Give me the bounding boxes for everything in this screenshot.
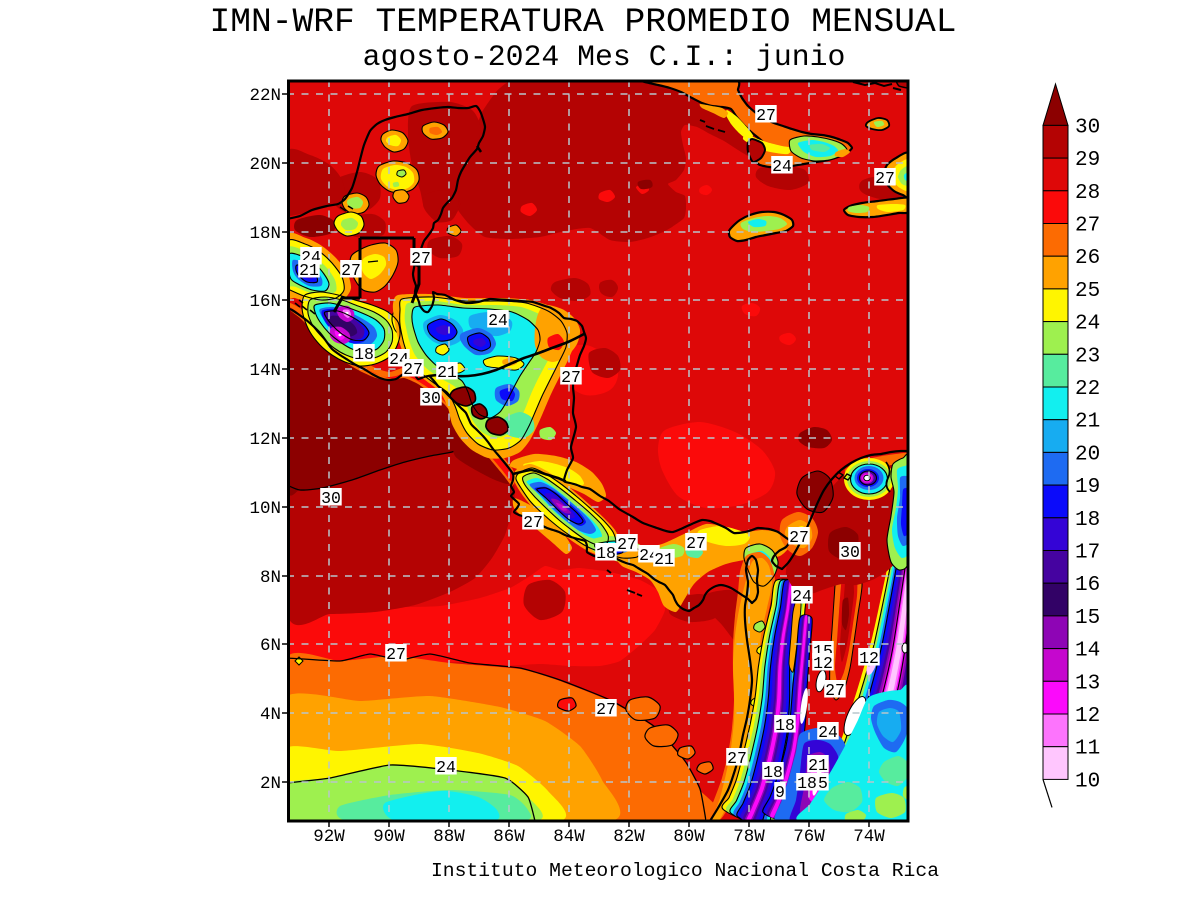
svg-text:27: 27	[561, 368, 581, 387]
svg-text:21: 21	[299, 261, 319, 280]
svg-text:27: 27	[686, 534, 706, 553]
svg-text:30: 30	[840, 543, 860, 562]
svg-text:21: 21	[437, 363, 457, 382]
svg-text:26: 26	[1075, 247, 1100, 270]
svg-text:12: 12	[859, 649, 879, 668]
svg-text:14: 14	[1075, 640, 1100, 663]
svg-text:27: 27	[875, 169, 895, 188]
svg-text:27: 27	[386, 645, 406, 664]
svg-text:16N: 16N	[249, 292, 281, 312]
svg-text:84W: 84W	[553, 827, 585, 847]
svg-text:24: 24	[1075, 313, 1100, 336]
svg-text:24: 24	[488, 311, 508, 330]
svg-text:21: 21	[808, 756, 828, 775]
svg-text:22: 22	[1075, 378, 1100, 401]
svg-text:29: 29	[1075, 149, 1100, 172]
svg-text:30: 30	[321, 489, 341, 508]
svg-text:11: 11	[1075, 738, 1100, 761]
svg-text:12: 12	[813, 654, 833, 673]
svg-text:12N: 12N	[249, 430, 281, 450]
svg-text:18: 18	[763, 763, 783, 782]
svg-text:27: 27	[596, 700, 616, 719]
svg-text:4N: 4N	[260, 705, 281, 725]
svg-text:21: 21	[1075, 411, 1100, 434]
svg-text:20: 20	[1075, 443, 1100, 466]
svg-text:15: 15	[1075, 607, 1100, 630]
svg-text:24: 24	[772, 157, 792, 176]
svg-text:24: 24	[818, 723, 838, 742]
svg-text:9: 9	[775, 783, 785, 802]
svg-text:27: 27	[789, 528, 809, 547]
svg-text:30: 30	[421, 389, 441, 408]
svg-text:10: 10	[1075, 770, 1100, 793]
svg-text:19: 19	[1075, 476, 1100, 499]
svg-text:14N: 14N	[249, 361, 281, 381]
svg-text:12: 12	[1075, 705, 1100, 728]
svg-text:18: 18	[596, 544, 616, 563]
svg-text:18: 18	[775, 716, 795, 735]
svg-text:80W: 80W	[673, 827, 705, 847]
svg-text:13: 13	[1075, 672, 1100, 695]
svg-text:agosto-2024 Mes C.I.: junio: agosto-2024 Mes C.I.: junio	[363, 40, 846, 74]
svg-text:18: 18	[797, 774, 817, 793]
svg-text:27: 27	[523, 513, 543, 532]
svg-text:8N: 8N	[260, 568, 281, 588]
svg-text:23: 23	[1075, 345, 1100, 368]
svg-text:27: 27	[727, 749, 747, 768]
svg-text:IMN-WRF TEMPERATURA PROMEDIO: IMN-WRF TEMPERATURA PROMEDIO MENSUAL	[209, 3, 956, 42]
svg-text:5: 5	[818, 774, 828, 793]
svg-text:18: 18	[354, 345, 374, 364]
svg-text:82W: 82W	[613, 827, 645, 847]
svg-text:16: 16	[1075, 574, 1100, 597]
svg-text:27: 27	[411, 249, 431, 268]
svg-text:17: 17	[1075, 542, 1100, 565]
svg-text:21: 21	[654, 550, 674, 569]
svg-text:22N: 22N	[249, 86, 281, 106]
svg-text:88W: 88W	[433, 827, 465, 847]
svg-text:18: 18	[1075, 509, 1100, 532]
svg-text:27: 27	[1075, 215, 1100, 238]
svg-text:Instituto Meteorologico Nacion: Instituto Meteorologico Nacional Costa R…	[431, 860, 939, 882]
svg-text:28: 28	[1075, 182, 1100, 205]
svg-text:90W: 90W	[373, 827, 405, 847]
svg-text:6N: 6N	[260, 636, 281, 656]
svg-text:74W: 74W	[853, 827, 885, 847]
svg-text:10N: 10N	[249, 499, 281, 519]
svg-text:27: 27	[756, 106, 776, 125]
svg-text:25: 25	[1075, 280, 1100, 303]
svg-text:27: 27	[825, 681, 845, 700]
svg-text:18N: 18N	[249, 224, 281, 244]
svg-text:2N: 2N	[260, 774, 281, 794]
svg-text:27: 27	[617, 535, 637, 554]
svg-text:86W: 86W	[493, 827, 525, 847]
svg-text:30: 30	[1075, 116, 1100, 139]
svg-text:27: 27	[403, 360, 423, 379]
svg-text:92W: 92W	[313, 827, 345, 847]
svg-text:78W: 78W	[733, 827, 765, 847]
svg-text:76W: 76W	[793, 827, 825, 847]
svg-text:27: 27	[341, 261, 361, 280]
svg-text:20N: 20N	[249, 155, 281, 175]
svg-text:24: 24	[436, 758, 456, 777]
svg-text:24: 24	[792, 587, 812, 606]
